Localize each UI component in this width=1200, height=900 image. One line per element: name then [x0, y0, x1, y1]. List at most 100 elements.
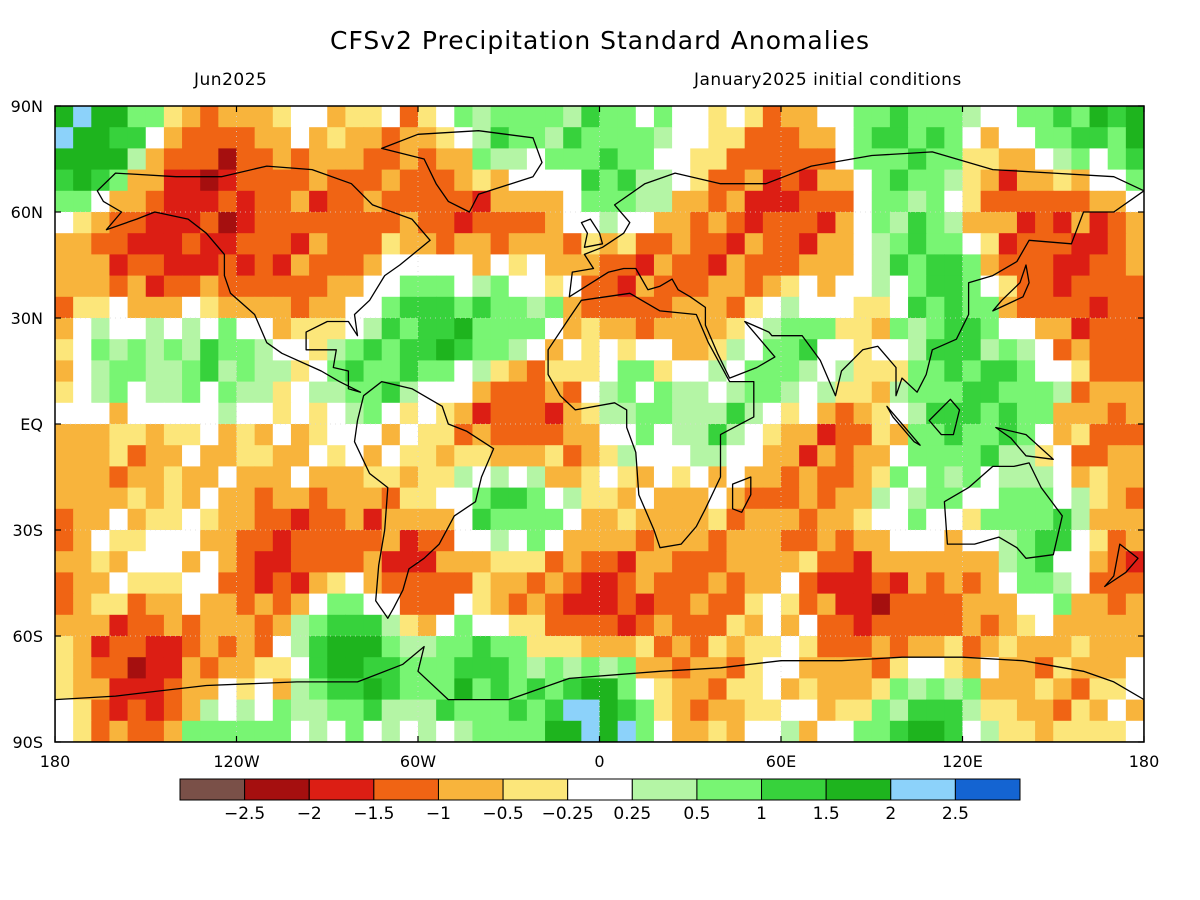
field-cell — [1035, 254, 1054, 277]
colorbar-label: −1 — [426, 804, 451, 824]
field-cell — [55, 508, 74, 531]
field-cell — [980, 254, 1000, 277]
field-cell — [926, 127, 945, 149]
field-cell — [799, 699, 818, 722]
field-cell — [91, 636, 111, 658]
field-cell — [508, 127, 528, 149]
field-cell — [109, 508, 129, 531]
field-cell — [327, 360, 346, 383]
field-cell — [1035, 212, 1054, 234]
field-cell — [726, 339, 746, 361]
field-cell — [218, 148, 238, 171]
field-cell — [436, 318, 455, 340]
field-cell — [345, 169, 365, 192]
field-cell — [926, 106, 945, 128]
field-cell — [163, 254, 183, 277]
field-cell — [708, 254, 728, 277]
field-cell — [381, 381, 401, 404]
field-cell — [871, 466, 891, 489]
field-cell — [418, 254, 437, 277]
field-cell — [1089, 106, 1109, 128]
field-cell — [399, 106, 419, 128]
field-cell — [1125, 508, 1144, 531]
field-cell — [835, 402, 855, 425]
field-cell — [163, 466, 183, 489]
field-cell — [91, 699, 111, 722]
field-cell — [309, 360, 328, 383]
field-cell — [182, 190, 201, 213]
field-cell — [781, 339, 800, 361]
field-cell — [490, 699, 510, 722]
field-cell — [218, 551, 238, 573]
field-cell — [944, 657, 964, 679]
field-cell — [327, 466, 346, 489]
field-cell — [236, 106, 256, 128]
field-cell — [563, 296, 582, 319]
field-cell — [545, 572, 564, 595]
field-cell — [1016, 593, 1036, 616]
field-cell — [835, 148, 855, 171]
field-cell — [418, 466, 437, 489]
field-cell — [73, 424, 92, 446]
field-cell — [690, 530, 709, 552]
field-cell — [908, 190, 927, 213]
field-cell — [236, 530, 256, 552]
field-cell — [1107, 106, 1127, 128]
field-cell — [653, 551, 673, 573]
field-cell — [744, 699, 764, 722]
field-cell — [853, 657, 873, 679]
field-cell — [980, 212, 1000, 234]
field-cell — [1035, 106, 1054, 128]
field-cell — [454, 106, 474, 128]
lon-tick-label: 120W — [213, 752, 260, 771]
field-cell — [762, 551, 782, 573]
field-cell — [345, 678, 365, 701]
field-cell — [363, 424, 383, 446]
field-cell — [653, 212, 673, 234]
field-cell — [1071, 614, 1091, 637]
field-cell — [653, 572, 673, 595]
field-cell — [454, 424, 474, 446]
field-cell — [254, 106, 274, 128]
field-cell — [835, 636, 855, 658]
field-cell — [672, 190, 691, 213]
field-cell — [309, 127, 328, 149]
field-cell — [799, 424, 818, 446]
field-cell — [617, 487, 637, 510]
colorbar-label: 0.25 — [613, 804, 651, 824]
field-cell — [581, 148, 601, 171]
field-cell — [980, 657, 1000, 679]
field-cell — [526, 614, 546, 637]
field-cell — [290, 699, 310, 722]
field-cell — [762, 699, 782, 722]
field-cell — [744, 636, 764, 658]
field-cell — [163, 212, 183, 234]
field-cell — [799, 360, 818, 383]
field-cell — [708, 720, 728, 742]
field-cell — [381, 614, 401, 637]
field-cell — [635, 678, 655, 701]
colorbar-label: 1 — [756, 804, 767, 824]
field-cell — [853, 699, 873, 722]
field-cell — [545, 296, 564, 319]
field-cell — [762, 402, 782, 425]
field-cell — [290, 657, 310, 679]
field-cell — [672, 445, 691, 467]
field-cell — [962, 296, 982, 319]
field-cell — [762, 678, 782, 701]
field-cell — [1125, 678, 1144, 701]
field-cell — [817, 360, 837, 383]
field-cell — [781, 508, 800, 531]
field-cell — [272, 720, 292, 742]
field-cell — [781, 720, 800, 742]
field-cell — [635, 339, 655, 361]
field-cell — [73, 148, 92, 171]
field-cell — [835, 296, 855, 319]
field-cell — [889, 466, 909, 489]
field-cell — [399, 614, 419, 637]
field-cell — [1053, 275, 1072, 298]
field-cell — [1107, 678, 1127, 701]
field-cell — [290, 487, 310, 510]
field-cell — [454, 508, 474, 531]
field-cell — [726, 169, 746, 192]
